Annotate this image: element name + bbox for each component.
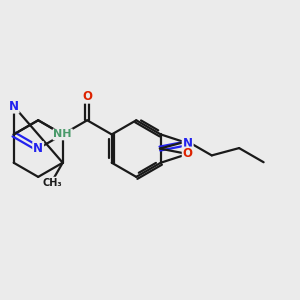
Text: O: O: [183, 148, 193, 160]
Text: O: O: [82, 90, 92, 103]
Text: N: N: [183, 137, 193, 150]
Text: N: N: [9, 100, 19, 112]
Text: CH₃: CH₃: [42, 178, 62, 188]
Text: NH: NH: [53, 129, 72, 140]
Text: N: N: [33, 142, 43, 155]
